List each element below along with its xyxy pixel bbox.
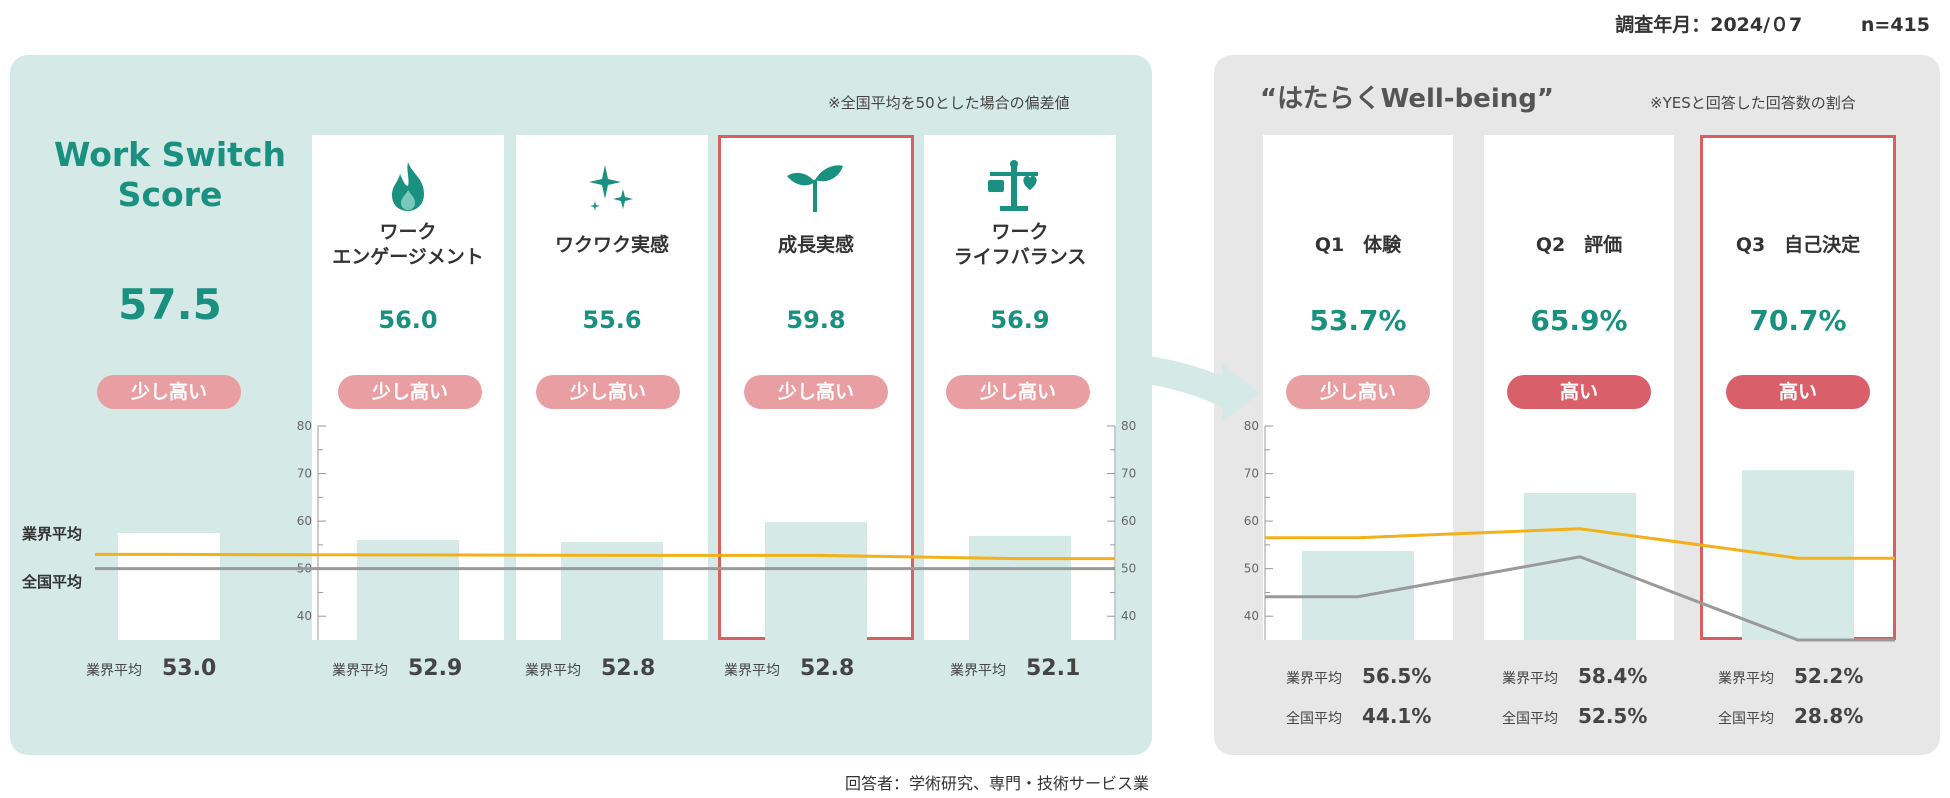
avg-label: 業界平均 xyxy=(86,663,142,679)
sparkle-icon xyxy=(589,165,633,211)
flame-icon xyxy=(392,162,424,211)
avg-value: 44.1% xyxy=(1362,704,1432,728)
value-q2: 65.9% xyxy=(1530,304,1628,337)
avg-value: 28.8% xyxy=(1794,704,1864,728)
badge-work-life: 少し高い xyxy=(946,375,1090,409)
right-axis-tick-label: 50 xyxy=(1244,562,1259,576)
left-axis-tick-label: 60 xyxy=(297,514,312,528)
value-q1: 53.7% xyxy=(1309,304,1407,337)
badge-growth: 少し高い xyxy=(744,375,888,409)
bar-left-4 xyxy=(969,535,1071,640)
transition-arrow-icon xyxy=(1145,356,1235,408)
label-q1: Q1 体験 xyxy=(1314,234,1402,256)
industry-line-label: 業界平均 xyxy=(22,525,83,543)
left-axis-right-tick-label: 70 xyxy=(1121,467,1136,481)
badge-q2: 高い xyxy=(1507,375,1651,409)
avg-label: 全国平均 xyxy=(1718,711,1774,727)
avg-value: 52.8 xyxy=(601,656,656,681)
value-growth: 59.8 xyxy=(786,306,846,334)
work-switch-score: 57.5 xyxy=(118,280,222,329)
avg-value: 58.4% xyxy=(1578,664,1648,688)
left-axis-right-tick-label: 80 xyxy=(1121,419,1136,433)
bar-left-2 xyxy=(561,542,663,640)
avg-value: 52.2% xyxy=(1794,664,1864,688)
badge-engagement: 少し高い xyxy=(338,375,482,409)
label-q2: Q2 評価 xyxy=(1535,234,1623,256)
label-growth: 成長実感 xyxy=(777,234,854,256)
industry-avg-q2: 業界平均 58.4% xyxy=(1502,664,1647,688)
respondent-note: 回答者：学術研究、専門・技術サービス業 xyxy=(845,774,1150,793)
label-work-life: ワーク ライフバランス xyxy=(953,221,1087,268)
left-axis-right-tick-label: 60 xyxy=(1121,514,1136,528)
avg-label: 全国平均 xyxy=(1502,711,1558,727)
industry-avg-line-right xyxy=(1265,527,1895,560)
avg-label: 業界平均 xyxy=(1502,671,1558,687)
right-note: ※YESと回答した回答数の割合 xyxy=(1650,94,1856,112)
avg-label: 業界平均 xyxy=(525,663,581,679)
avg-value: 52.1 xyxy=(1026,656,1081,681)
avg-value: 53.0 xyxy=(162,656,217,681)
value-q3: 70.7% xyxy=(1749,304,1847,337)
avg-value: 52.5% xyxy=(1578,704,1648,728)
left-axis-right-tick-label: 40 xyxy=(1121,609,1136,623)
avg-label: 業界平均 xyxy=(1718,671,1774,687)
sprout-icon xyxy=(787,165,843,212)
value-work-life: 56.9 xyxy=(990,306,1050,334)
industry-avg-line-left xyxy=(95,552,1115,561)
bar-left-1 xyxy=(357,540,459,640)
national-avg-q1: 全国平均 44.1% xyxy=(1286,704,1431,728)
badge-wakuwaku: 少し高い xyxy=(536,375,680,409)
right-axis-tick-label: 40 xyxy=(1244,609,1259,623)
avg-label: 業界平均 xyxy=(332,663,388,679)
work-switch-badge: 少し高い xyxy=(97,375,241,409)
avg-growth: 業界平均 52.8 xyxy=(724,656,854,681)
avg-label: 業界平均 xyxy=(724,663,780,679)
bar-left-3 xyxy=(765,522,867,640)
left-axis-tick-label: 40 xyxy=(297,609,312,623)
national-line-label: 全国平均 xyxy=(22,573,83,591)
avg-label: 業界平均 xyxy=(950,663,1006,679)
survey-date: 調査年月：2024/０7 xyxy=(1615,14,1803,36)
industry-avg-q1: 業界平均 56.5% xyxy=(1286,664,1431,688)
national-avg-q2: 全国平均 52.5% xyxy=(1502,704,1647,728)
left-axis-right-tick-label: 50 xyxy=(1121,562,1136,576)
avg-value: 52.9 xyxy=(408,656,463,681)
avg-wakuwaku: 業界平均 52.8 xyxy=(525,656,655,681)
balance-icon xyxy=(988,160,1038,211)
right-axis-tick-label: 80 xyxy=(1244,419,1259,433)
label-q3: Q3 自己決定 xyxy=(1735,234,1861,256)
avg-work-life: 業界平均 52.1 xyxy=(950,656,1080,681)
industry-avg-q3: 業界平均 52.2% xyxy=(1718,664,1863,688)
avg-value: 56.5% xyxy=(1362,664,1432,688)
bar-right-2 xyxy=(1742,470,1854,640)
survey-info: 調査年月：2024/０7 n=415 xyxy=(1615,10,1930,37)
avg-engagement: 業界平均 52.9 xyxy=(332,656,462,681)
bar-right-1 xyxy=(1524,493,1636,640)
left-axis-tick-label: 80 xyxy=(297,419,312,433)
right-axis-tick-label: 70 xyxy=(1244,467,1259,481)
transition-arrowhead-icon xyxy=(1222,364,1260,422)
label-wakuwaku: ワクワク実感 xyxy=(554,234,669,256)
badge-q3: 高い xyxy=(1726,375,1870,409)
label-engagement: ワーク エンゲージメント xyxy=(332,221,484,268)
avg-value: 52.8 xyxy=(800,656,855,681)
bar-left-0 xyxy=(118,533,220,640)
avg-work-switch: 業界平均 53.0 xyxy=(86,656,216,681)
right-axis-tick-label: 60 xyxy=(1244,514,1259,528)
left-note: ※全国平均を50とした場合の偏差値 xyxy=(828,94,1070,112)
work-switch-title: Work Switch Score xyxy=(54,135,286,214)
badge-q1: 少し高い xyxy=(1286,375,1430,409)
sample-size: n=415 xyxy=(1860,14,1930,36)
avg-label: 全国平均 xyxy=(1286,711,1342,727)
well-being-title: “はたらくWell-being” xyxy=(1260,84,1554,114)
national-avg-q3: 全国平均 28.8% xyxy=(1718,704,1863,728)
right-chart: 40 50 60 70 80 xyxy=(1244,419,1895,642)
value-wakuwaku: 55.6 xyxy=(582,306,642,334)
left-axis-tick-label: 70 xyxy=(297,467,312,481)
national-avg-line-right xyxy=(1265,555,1895,642)
avg-label: 業界平均 xyxy=(1286,671,1342,687)
value-engagement: 56.0 xyxy=(378,306,438,334)
